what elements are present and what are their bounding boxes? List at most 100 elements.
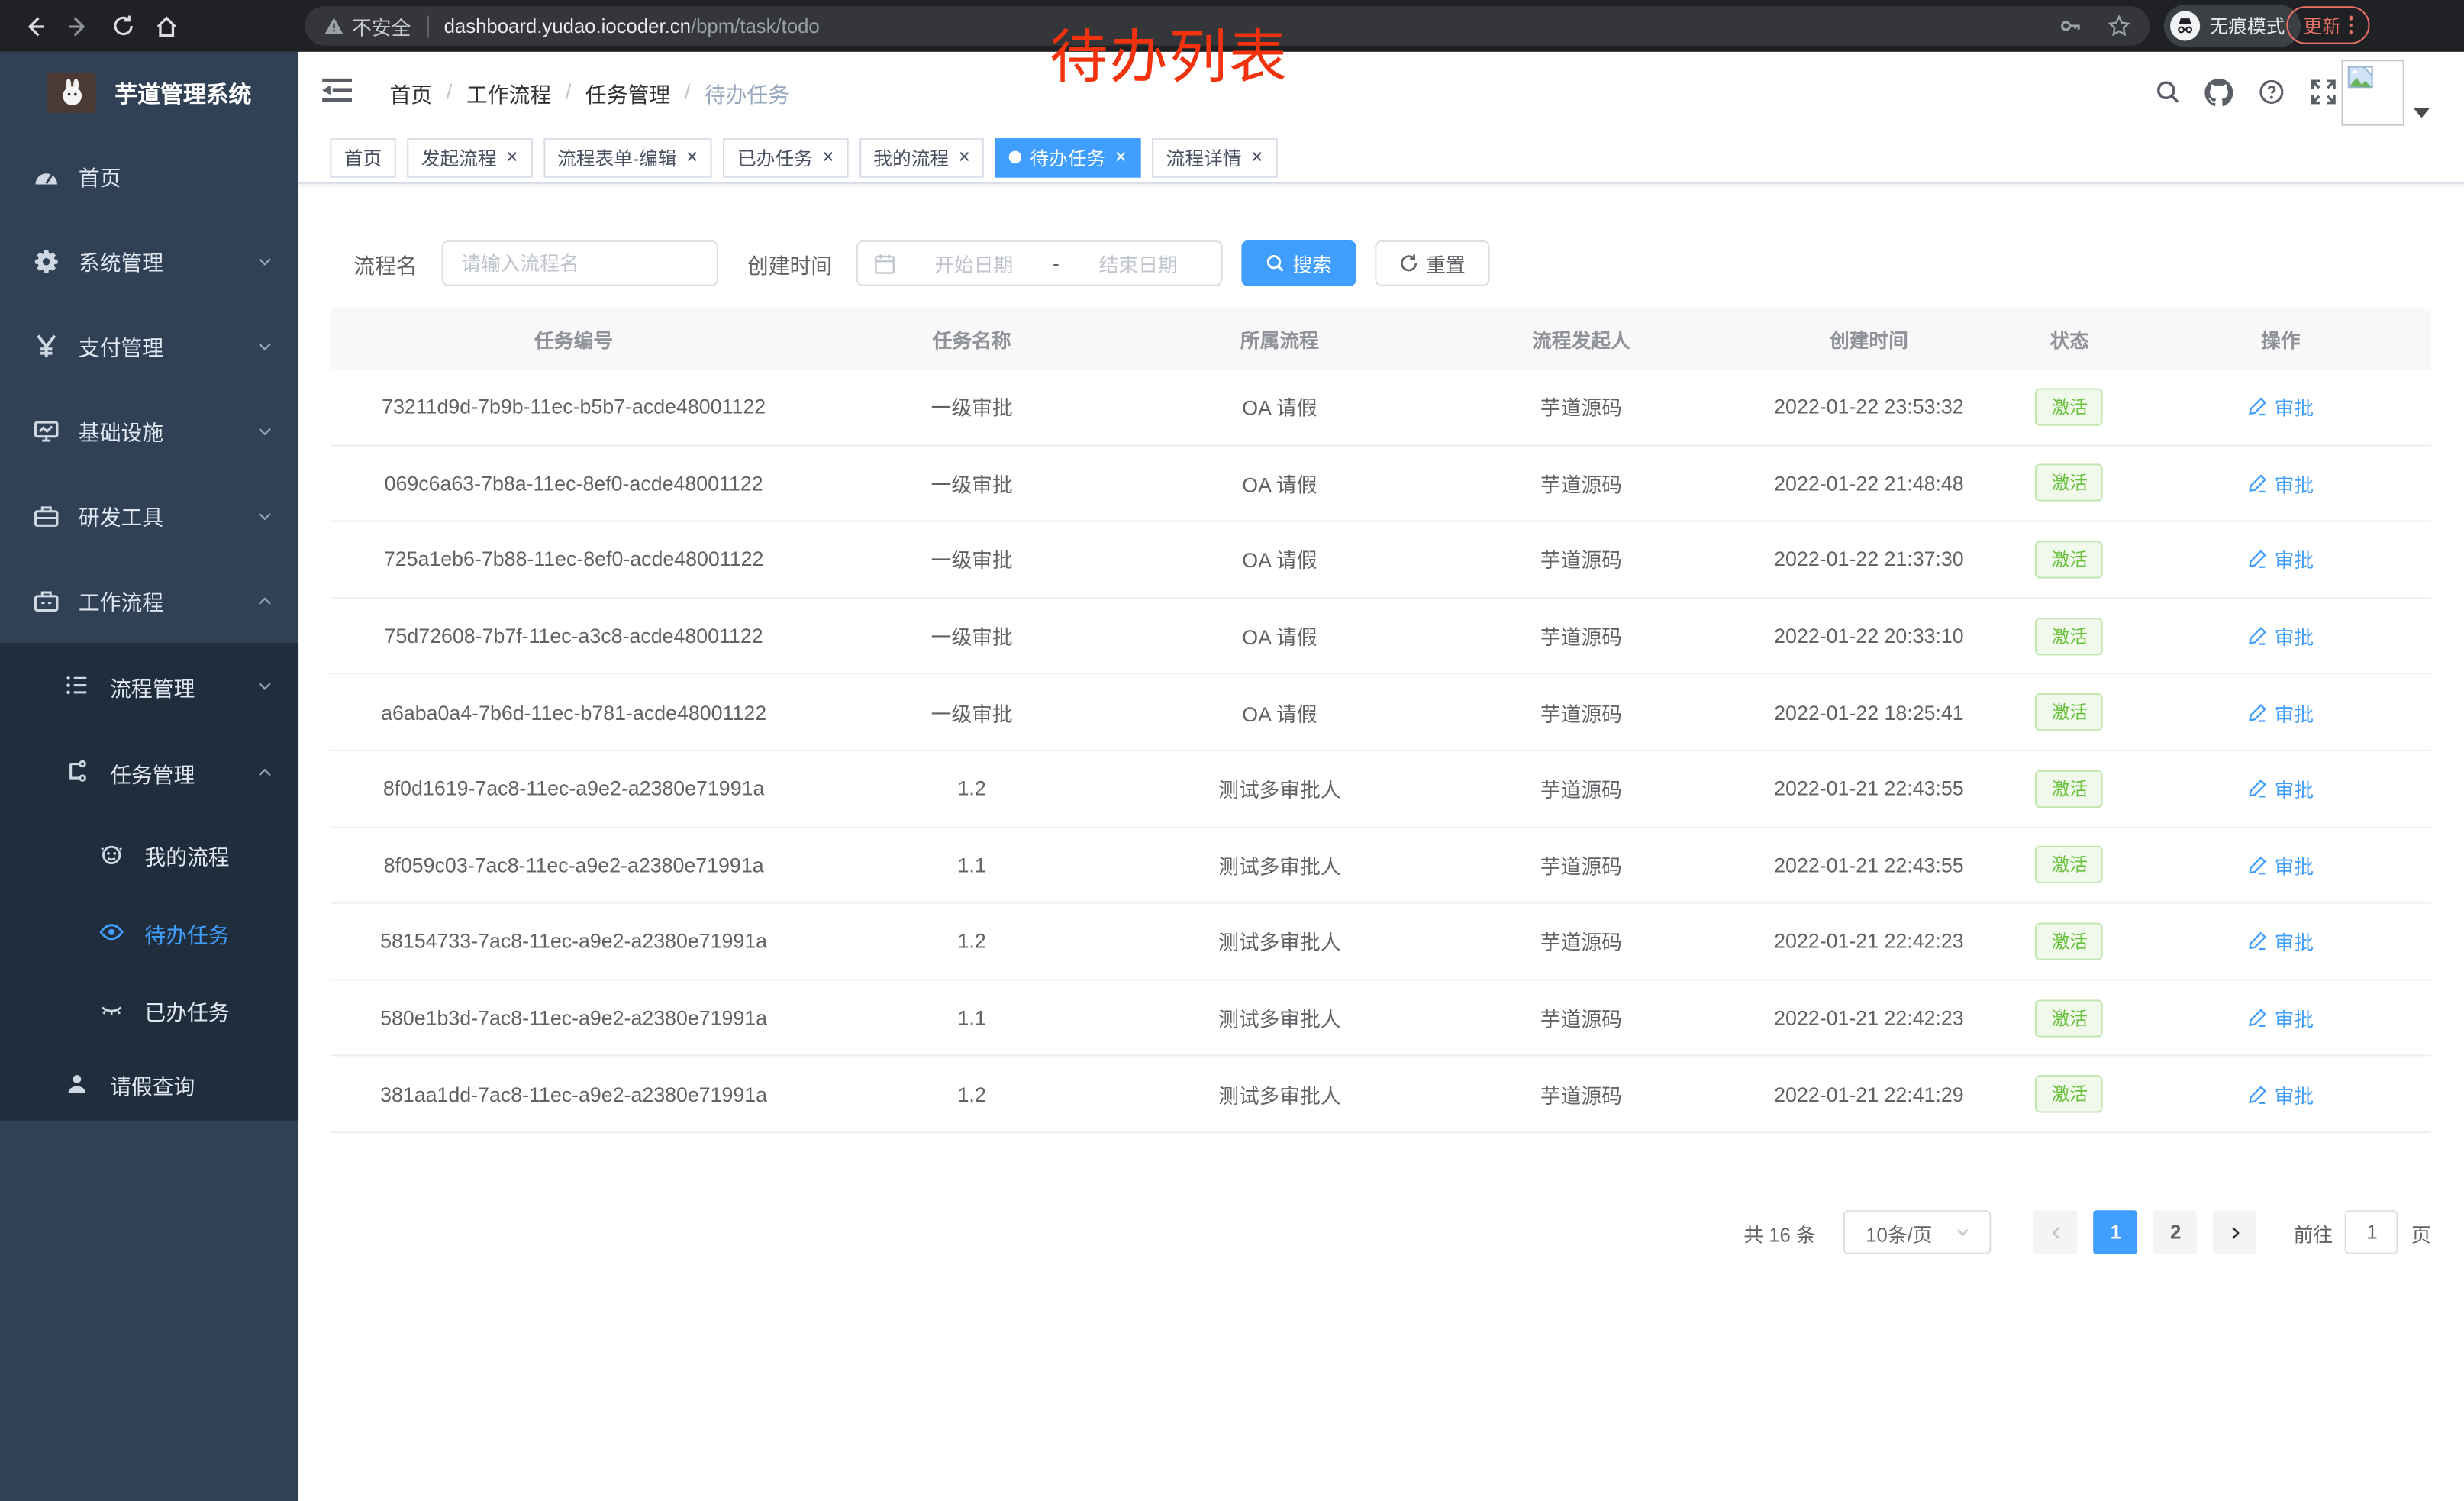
cell-create-time: 2022-01-22 18:25:41 xyxy=(1774,700,1964,725)
cell-create-time: 2022-01-21 22:42:23 xyxy=(1774,929,1964,954)
sidebar-item-home[interactable]: 首页 xyxy=(0,134,298,218)
sidebar-item-todo-tasks[interactable]: 待办任务 xyxy=(0,894,298,971)
sidebar-item-system[interactable]: 系统管理 xyxy=(0,218,298,303)
cell-task-name: 一级审批 xyxy=(930,702,1013,726)
help-icon[interactable] xyxy=(2256,78,2285,106)
home-icon[interactable] xyxy=(144,4,189,48)
task-tree-icon xyxy=(64,759,91,786)
approve-link[interactable]: 审批 xyxy=(2248,927,2314,957)
cell-create-time: 2022-01-21 22:41:29 xyxy=(1774,1082,1964,1106)
browser-toolbar: 不安全 dashboard.yudao.iocoder.cn/bpm/task/… xyxy=(0,0,2464,52)
cell-process: OA 请假 xyxy=(1242,625,1317,650)
chevron-right-icon xyxy=(2231,1226,2240,1238)
edit-icon xyxy=(2249,1085,2267,1104)
edit-icon xyxy=(2249,550,2267,569)
sidebar-item-payment[interactable]: 支付管理 xyxy=(0,303,298,388)
cell-initiator: 芋道源码 xyxy=(1540,1007,1622,1031)
search-button[interactable]: 搜索 xyxy=(1240,240,1356,286)
cell-task-id: 8f059c03-7ac8-11ec-a9e2-a2380e71991a xyxy=(383,853,764,877)
hamburger-icon[interactable] xyxy=(322,77,353,104)
close-icon[interactable] xyxy=(497,146,518,168)
tab-done-tasks[interactable]: 已办任务 xyxy=(723,137,849,177)
approve-link[interactable]: 审批 xyxy=(2248,773,2314,803)
sidebar-item-process-mgmt[interactable]: 流程管理 xyxy=(0,643,298,729)
page-size-select[interactable]: 10条/页 xyxy=(1843,1210,1992,1254)
tags-bar: 首页 发起流程 流程表单-编辑 已办任务 我的流程 待办任务 流程详情 xyxy=(298,131,2464,184)
forward-icon[interactable] xyxy=(56,4,101,48)
sidebar-item-done-tasks[interactable]: 已办任务 xyxy=(0,971,298,1048)
security-label: 不安全 xyxy=(352,17,411,40)
key-icon[interactable] xyxy=(2059,15,2082,38)
sidebar-item-task-mgmt[interactable]: 任务管理 xyxy=(0,729,298,815)
update-button[interactable]: 更新 xyxy=(2286,6,2370,44)
search-icon[interactable] xyxy=(2153,78,2181,106)
url-bar[interactable]: 不安全 dashboard.yudao.iocoder.cn/bpm/task/… xyxy=(305,6,2150,46)
close-icon[interactable] xyxy=(1105,146,1127,168)
sidebar-item-devtools[interactable]: 研发工具 xyxy=(0,473,298,558)
col-task-id: 任务编号 xyxy=(534,330,614,353)
tab-start-process[interactable]: 发起流程 xyxy=(407,137,533,177)
reload-icon[interactable] xyxy=(101,4,145,48)
calendar-icon xyxy=(874,253,894,273)
prev-page-button[interactable] xyxy=(2033,1210,2079,1254)
more-menu-icon[interactable] xyxy=(2349,16,2353,34)
tab-home[interactable]: 首页 xyxy=(330,137,396,177)
yen-icon xyxy=(33,332,60,359)
sidebar-item-workflow[interactable]: 工作流程 xyxy=(0,558,298,643)
approve-link[interactable]: 审批 xyxy=(2248,1003,2314,1033)
page-button-2[interactable]: 2 xyxy=(2153,1210,2198,1254)
sidebar-item-my-process[interactable]: 我的流程 xyxy=(0,815,298,894)
date-range-input[interactable]: 开始日期 - 结束日期 xyxy=(855,240,1222,286)
process-name-input[interactable] xyxy=(440,240,718,286)
goto-unit-label: 页 xyxy=(2411,1223,2431,1246)
approve-link[interactable]: 审批 xyxy=(2248,392,2314,421)
tab-todo-tasks[interactable]: 待办任务 xyxy=(995,137,1141,177)
approve-link[interactable]: 审批 xyxy=(2248,468,2314,498)
approve-link[interactable]: 审批 xyxy=(2248,621,2314,650)
goto-page-input[interactable] xyxy=(2345,1210,2399,1254)
cell-create-time: 2022-01-22 23:53:32 xyxy=(1774,395,1964,419)
app-logo-row[interactable]: 芋道管理系统 xyxy=(0,52,298,134)
caret-down-icon[interactable] xyxy=(2414,108,2430,118)
next-page-button[interactable] xyxy=(2213,1210,2258,1254)
sidebar-item-label: 已办任务 xyxy=(144,1000,230,1025)
approve-link[interactable]: 审批 xyxy=(2248,1080,2314,1109)
breadcrumb-home[interactable]: 首页 xyxy=(389,82,433,106)
fullscreen-icon[interactable] xyxy=(2308,78,2337,106)
sidebar-item-label: 待办任务 xyxy=(144,923,230,947)
sidebar-item-label: 基础设施 xyxy=(78,421,164,445)
approve-link[interactable]: 审批 xyxy=(2248,544,2314,574)
tab-process-detail[interactable]: 流程详情 xyxy=(1152,137,1278,177)
tab-form-edit[interactable]: 流程表单-编辑 xyxy=(543,137,713,177)
col-actions: 操作 xyxy=(2261,330,2301,353)
approve-link[interactable]: 审批 xyxy=(2248,850,2314,880)
close-icon[interactable] xyxy=(1242,146,1263,168)
cell-task-name: 1.2 xyxy=(957,776,986,801)
avatar[interactable] xyxy=(2341,60,2404,126)
back-icon[interactable] xyxy=(12,4,56,48)
tab-my-process[interactable]: 我的流程 xyxy=(859,137,985,177)
close-icon[interactable] xyxy=(949,146,970,168)
approve-link[interactable]: 审批 xyxy=(2248,697,2314,727)
star-icon[interactable] xyxy=(2108,15,2131,38)
col-initiator: 流程发起人 xyxy=(1532,330,1630,353)
page-button-1[interactable]: 1 xyxy=(2094,1210,2138,1254)
sidebar-item-label: 支付管理 xyxy=(78,336,164,360)
breadcrumb-workflow[interactable]: 工作流程 xyxy=(466,82,552,106)
url-host: dashboard.yudao.iocoder.cn xyxy=(443,15,691,37)
close-icon[interactable] xyxy=(813,146,834,168)
cell-task-name: 1.2 xyxy=(957,929,986,954)
sidebar: 芋道管理系统 首页 系统管理 支付管理 基础设施 xyxy=(0,51,299,1501)
github-icon[interactable] xyxy=(2204,77,2233,106)
close-icon[interactable] xyxy=(677,146,698,168)
toolbox-icon xyxy=(33,502,60,529)
reset-button[interactable]: 重置 xyxy=(1374,240,1489,286)
cell-create-time: 2022-01-21 22:43:55 xyxy=(1774,776,1964,801)
sidebar-item-infra[interactable]: 基础设施 xyxy=(0,388,298,473)
app-title: 芋道管理系统 xyxy=(114,82,252,108)
breadcrumb-task-mgmt[interactable]: 任务管理 xyxy=(585,82,671,106)
sidebar-item-leave-query[interactable]: 请假查询 xyxy=(0,1048,298,1121)
chevron-down-icon xyxy=(256,507,274,525)
chevron-down-icon xyxy=(256,422,274,440)
warning-icon xyxy=(324,18,343,34)
